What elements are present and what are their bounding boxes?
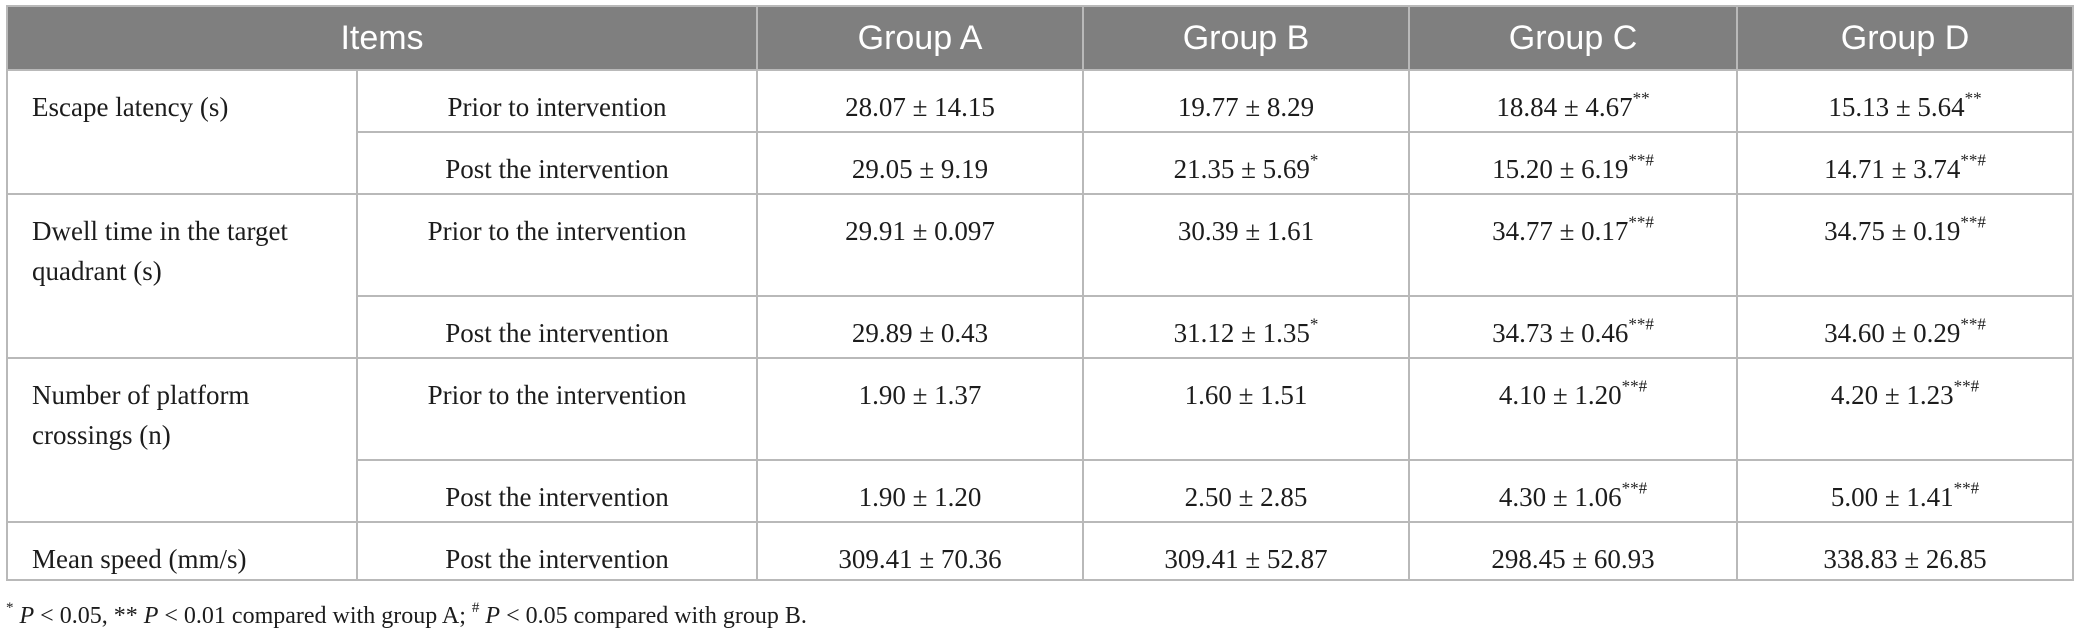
value-cell: 34.77 ± 0.17**# — [1408, 193, 1738, 297]
item-platform-crossings: Number of platform crossings (n) — [6, 357, 358, 523]
value-cell: 29.89 ± 0.43 — [756, 295, 1084, 359]
header-group-b: Group B — [1082, 5, 1410, 71]
table-row: Escape latency (s) Prior to intervention… — [6, 69, 2074, 195]
value-cell: 28.07 ± 14.15 — [756, 69, 1084, 133]
value-cell: 14.71 ± 3.74**# — [1736, 131, 2074, 195]
value-cell: 19.77 ± 8.29 — [1082, 69, 1410, 133]
value-cell: 5.00 ± 1.41**# — [1736, 459, 2074, 523]
value-cell: 2.50 ± 2.85 — [1082, 459, 1410, 523]
results-table-container: Items Group A Group B Group C Group D Es… — [6, 5, 2074, 581]
value-cell: 34.73 ± 0.46**# — [1408, 295, 1738, 359]
header-group-d: Group D — [1736, 5, 2074, 71]
value-cell: 1.90 ± 1.37 — [756, 357, 1084, 461]
value-cell: 4.30 ± 1.06**# — [1408, 459, 1738, 523]
value-cell: 31.12 ± 1.35* — [1082, 295, 1410, 359]
value-cell: 4.10 ± 1.20**# — [1408, 357, 1738, 461]
phase-label: Post the intervention — [356, 131, 758, 195]
value-cell: 34.75 ± 0.19**# — [1736, 193, 2074, 297]
item-mean-speed: Mean speed (mm/s) — [6, 521, 358, 581]
table-row: Number of platform crossings (n) Prior to… — [6, 357, 2074, 523]
value-cell: 34.60 ± 0.29**# — [1736, 295, 2074, 359]
phase-label: Post the intervention — [356, 521, 758, 581]
phase-label: Prior to the intervention — [356, 193, 758, 297]
results-table: Items Group A Group B Group C Group D Es… — [6, 5, 2074, 581]
value-cell: 21.35 ± 5.69* — [1082, 131, 1410, 195]
value-cell: 298.45 ± 60.93 — [1408, 521, 1738, 581]
table-row: Mean speed (mm/s) Post the intervention … — [6, 521, 2074, 581]
value-cell: 4.20 ± 1.23**# — [1736, 357, 2074, 461]
phase-label: Post the intervention — [356, 295, 758, 359]
table-row: Post the intervention 1.90 ± 1.20 2.50 ±… — [7, 459, 2074, 523]
table-row: Post the intervention 29.89 ± 0.43 31.12… — [7, 295, 2074, 359]
table-row: Post the intervention 29.05 ± 9.19 21.35… — [7, 131, 2074, 195]
value-cell: 30.39 ± 1.61 — [1082, 193, 1410, 297]
header-row: Items Group A Group B Group C Group D — [6, 5, 2074, 71]
value-cell: 29.05 ± 9.19 — [756, 131, 1084, 195]
header-group-a: Group A — [756, 5, 1084, 71]
value-cell: 15.13 ± 5.64** — [1736, 69, 2074, 133]
value-cell: 1.90 ± 1.20 — [756, 459, 1084, 523]
header-group-c: Group C — [1408, 5, 1738, 71]
header-items: Items — [6, 5, 758, 71]
item-escape-latency: Escape latency (s) — [6, 69, 358, 195]
table-row: Dwell time in the target quadrant (s) Pri… — [6, 193, 2074, 359]
value-cell: 309.41 ± 52.87 — [1082, 521, 1410, 581]
value-cell: 29.91 ± 0.097 — [756, 193, 1084, 297]
phase-label: Prior to the intervention — [356, 357, 758, 461]
phase-label: Prior to intervention — [356, 69, 758, 133]
value-cell: 338.83 ± 26.85 — [1736, 521, 2074, 581]
value-cell: 15.20 ± 6.19**# — [1408, 131, 1738, 195]
table-footnote: * P < 0.05, ** P < 0.01 compared with gr… — [6, 599, 807, 629]
value-cell: 1.60 ± 1.51 — [1082, 357, 1410, 461]
value-cell: 18.84 ± 4.67** — [1408, 69, 1738, 133]
value-cell: 309.41 ± 70.36 — [756, 521, 1084, 581]
phase-label: Post the intervention — [356, 459, 758, 523]
item-dwell-time: Dwell time in the target quadrant (s) — [6, 193, 358, 359]
